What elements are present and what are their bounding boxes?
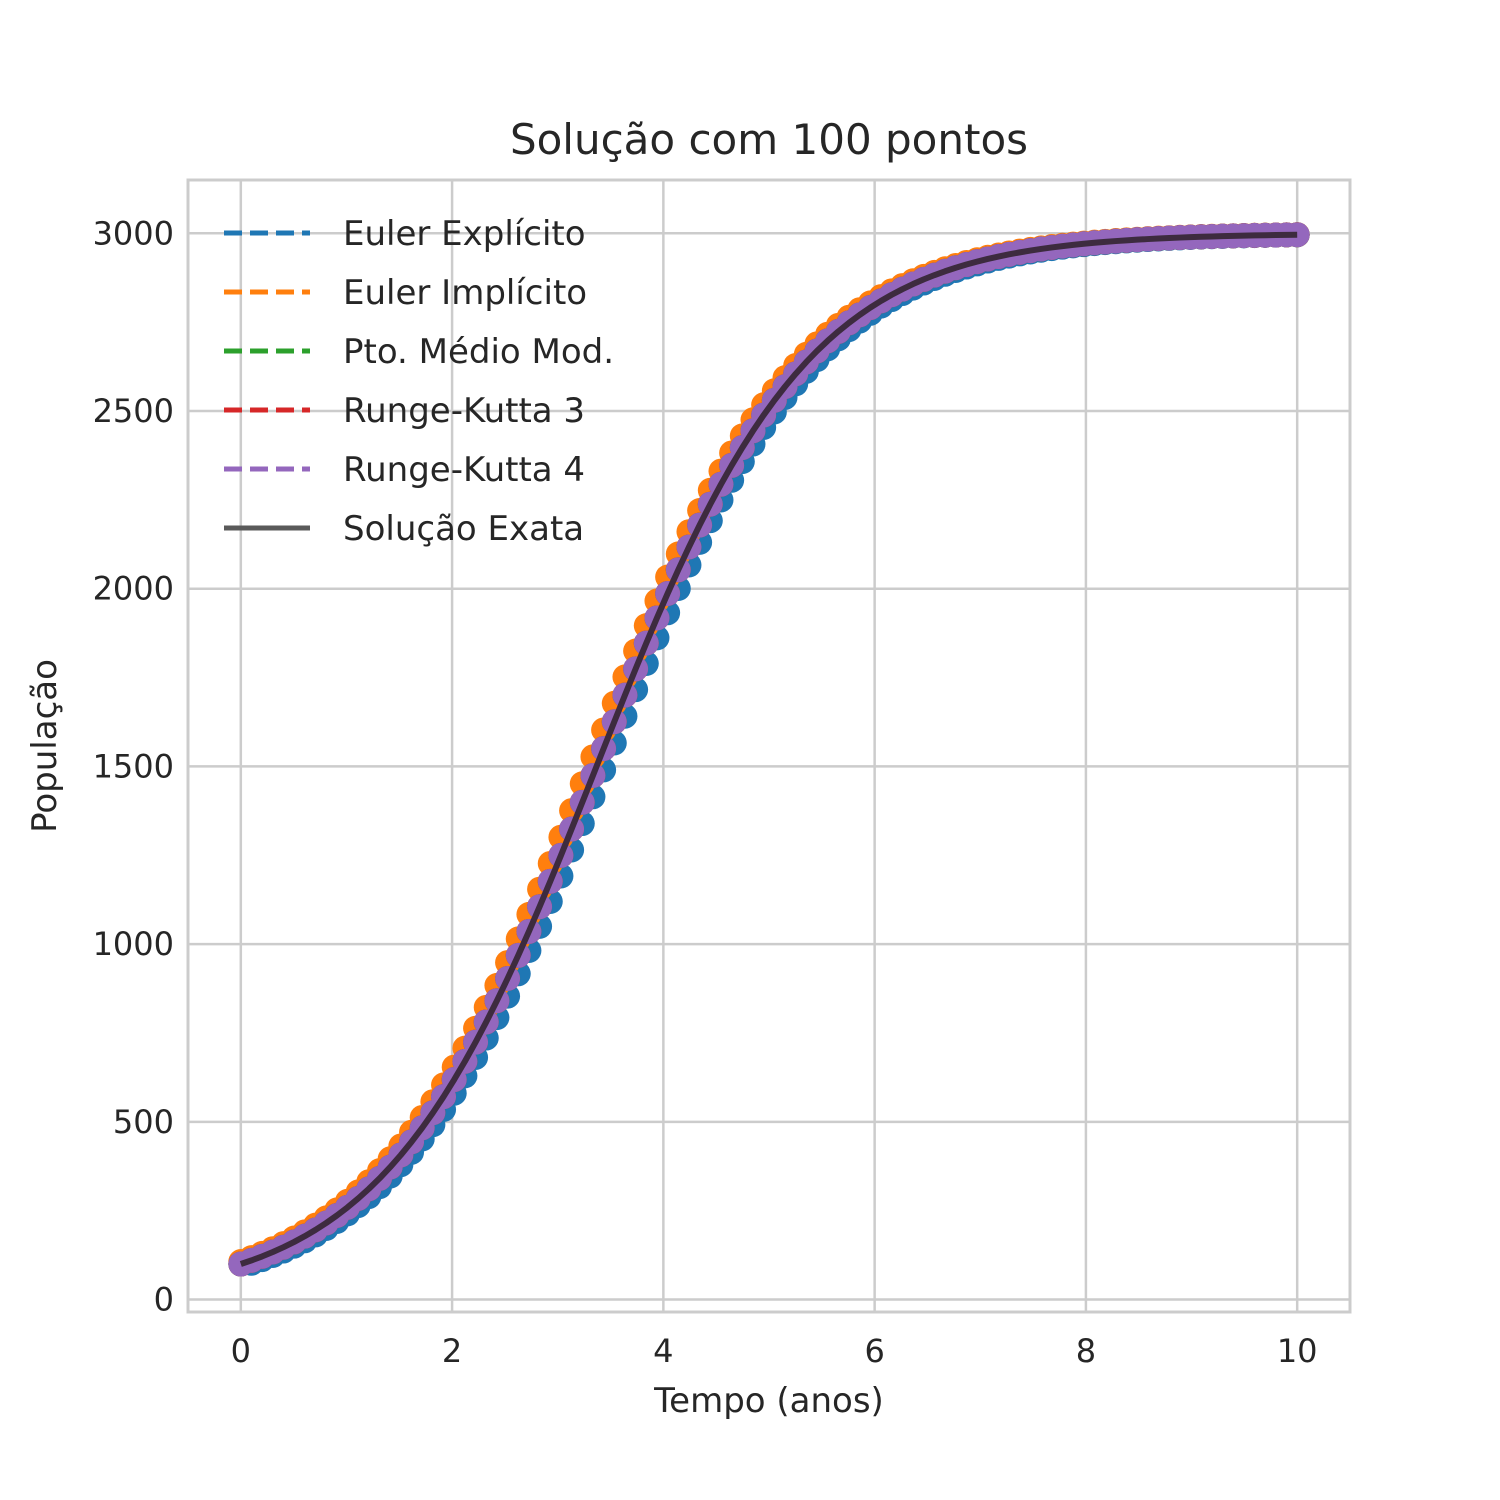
legend: Euler Explícito Euler Implícito Pto. Médio… xyxy=(224,214,614,549)
legend-label: Euler Explícito xyxy=(343,214,586,254)
x-tick-label: 8 xyxy=(1076,1332,1096,1370)
y-tick-label: 2000 xyxy=(93,570,174,608)
x-tick-label: 10 xyxy=(1277,1332,1318,1370)
chart-title: Solução com 100 pontos xyxy=(510,115,1028,164)
legend-label: Solução Exata xyxy=(343,509,584,549)
y-tick-label: 3000 xyxy=(93,214,174,252)
plot-frame xyxy=(186,178,1352,1314)
legend-label: Pto. Médio Mod. xyxy=(343,332,614,372)
x-tick-label: 2 xyxy=(442,1332,462,1370)
tick-labels: 0 2 4 6 8 10 0 500 1000 1500 2000 2500 3000 xyxy=(93,214,1318,1370)
y-tick-label: 0 xyxy=(154,1281,174,1319)
x-tick-label: 0 xyxy=(231,1332,251,1370)
x-tick-label: 6 xyxy=(864,1332,884,1370)
grid xyxy=(188,180,1350,1312)
y-tick-label: 2500 xyxy=(93,392,174,430)
series-layer xyxy=(228,222,1310,1277)
legend-label: Runge-Kutta 3 xyxy=(343,391,585,431)
series-line xyxy=(239,231,1298,1267)
legend-label: Runge-Kutta 4 xyxy=(343,450,585,490)
y-axis-label: População xyxy=(25,659,65,833)
y-tick-label: 1000 xyxy=(93,925,174,963)
y-tick-label: 1500 xyxy=(93,747,174,785)
y-tick-label: 500 xyxy=(113,1103,174,1141)
legend-label: Euler Implícito xyxy=(343,273,587,313)
series-6 xyxy=(239,231,1298,1267)
x-axis-label: Tempo (anos) xyxy=(653,1381,884,1421)
x-tick-label: 4 xyxy=(653,1332,673,1370)
